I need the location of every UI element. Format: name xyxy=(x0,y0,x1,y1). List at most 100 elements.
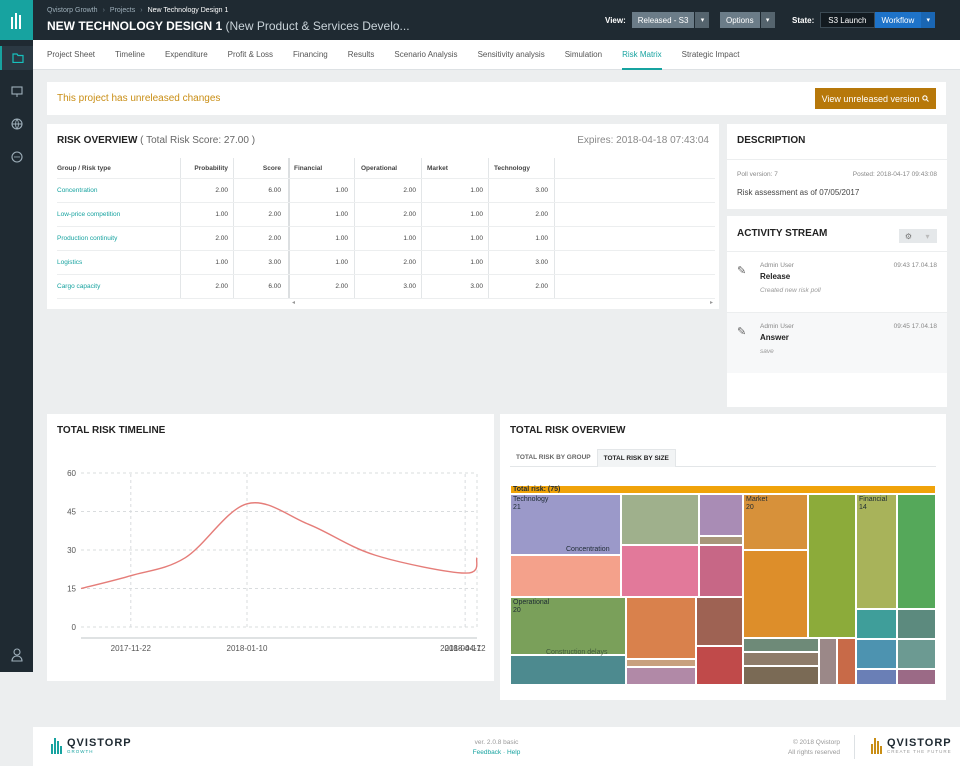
view-unreleased-button[interactable]: View unreleased version xyxy=(814,88,936,109)
tab-simulation[interactable]: Simulation xyxy=(564,50,603,59)
risk-type-link[interactable]: Low-price competition xyxy=(57,211,121,218)
treemap-block[interactable] xyxy=(897,609,936,639)
treemap-block[interactable] xyxy=(621,545,699,597)
tab-timeline[interactable]: Timeline xyxy=(115,50,145,59)
risk-type-link[interactable]: Cargo capacity xyxy=(57,283,101,290)
treemap-tabs: TOTAL RISK BY GROUP TOTAL RISK BY SIZE xyxy=(510,449,936,467)
user-icon[interactable] xyxy=(0,643,33,667)
app-logo-icon[interactable] xyxy=(0,0,33,40)
treemap-block[interactable] xyxy=(510,597,626,655)
tab-results[interactable]: Results xyxy=(347,50,375,59)
column-header: Score xyxy=(262,164,281,172)
treemap-block[interactable] xyxy=(743,550,808,638)
financial-cell: 1.00 xyxy=(335,187,348,194)
footer-logo-right[interactable]: QVISTORP CREATE THE FUTURE xyxy=(871,738,952,754)
probability-cell: 2.00 xyxy=(215,187,228,194)
treemap-block[interactable] xyxy=(856,669,897,685)
technology-cell: 2.00 xyxy=(535,211,548,218)
activity-note: Created new risk poll xyxy=(760,287,821,294)
gear-icon: ⚙ xyxy=(904,231,913,241)
treemap-block[interactable] xyxy=(743,652,819,666)
tab-risk-by-size[interactable]: TOTAL RISK BY SIZE xyxy=(596,449,676,467)
alert-message: This project has unreleased changes xyxy=(57,93,221,104)
breadcrumb-current: New Technology Design 1 xyxy=(147,7,229,14)
financial-cell: 1.00 xyxy=(335,211,348,218)
footer-links[interactable]: Feedback · Help xyxy=(472,749,521,756)
technology-cell: 3.00 xyxy=(535,187,548,194)
activity-note: save xyxy=(760,348,774,355)
activity-stream-panel: ACTIVITY STREAM ⚙ ▾ ✎ Admin User 09:43 17… xyxy=(727,216,947,407)
risk-type-link[interactable]: Production continuity xyxy=(57,235,118,242)
treemap-block[interactable] xyxy=(626,659,696,667)
treemap-block[interactable] xyxy=(696,597,743,646)
table-row: Production continuity 2.00 2.00 1.00 1.0… xyxy=(57,227,715,251)
chevron-left-icon[interactable]: ◂ xyxy=(292,300,296,306)
description-title: DESCRIPTION xyxy=(737,135,806,146)
footer-center: ver. 2.0.8 basic Feedback · Help xyxy=(33,738,960,758)
tab-financing[interactable]: Financing xyxy=(293,50,328,59)
tab-risk-by-group[interactable]: TOTAL RISK BY GROUP xyxy=(516,454,591,461)
unreleased-alert: This project has unreleased changes View… xyxy=(47,82,946,115)
treemap-block[interactable] xyxy=(696,646,743,685)
project-tabs: Project Sheet Timeline Expenditure Profi… xyxy=(33,40,960,70)
treemap-block[interactable] xyxy=(743,666,819,685)
breadcrumb-item[interactable]: Qvistorp Growth xyxy=(47,7,98,14)
treemap-block[interactable] xyxy=(621,494,699,545)
treemap-block[interactable] xyxy=(856,609,897,639)
view-select[interactable]: Released - S3 xyxy=(631,12,695,28)
activity-item[interactable]: ✎ Admin User 09:43 17.04.18 Release Crea… xyxy=(727,251,947,312)
workflow-button[interactable]: Workflow xyxy=(874,12,922,28)
probability-cell: 2.00 xyxy=(215,283,228,290)
probability-cell: 1.00 xyxy=(215,259,228,266)
globe-icon[interactable] xyxy=(0,112,33,136)
treemap-block[interactable] xyxy=(897,669,936,685)
chevron-down-icon[interactable]: ▾ xyxy=(695,12,710,28)
treemap-block[interactable] xyxy=(856,494,897,609)
treemap-block[interactable] xyxy=(837,638,856,685)
chevron-right-icon[interactable]: ▸ xyxy=(709,300,713,306)
treemap-block[interactable] xyxy=(897,639,936,669)
treemap-block[interactable] xyxy=(699,536,743,545)
treemap-total-label: Total risk: (75) xyxy=(513,486,561,493)
folder-icon[interactable] xyxy=(0,46,33,70)
column-header: Market xyxy=(427,164,448,172)
treemap-block[interactable] xyxy=(856,639,897,669)
horizontal-scrollbar[interactable]: ◂ ▸ xyxy=(290,298,715,308)
treemap-block[interactable] xyxy=(819,638,837,685)
activity-item[interactable]: ✎ Admin User 09:45 17.04.18 Answer save xyxy=(727,312,947,373)
footer-logo-left[interactable]: QVISTORP GROWTH xyxy=(51,738,132,754)
options-button[interactable]: Options xyxy=(720,12,760,28)
footer-copyright: © 2018 Qvistorp All rights reserved xyxy=(787,739,840,756)
tab-profit-loss[interactable]: Profit & Loss xyxy=(227,50,274,59)
treemap-block[interactable] xyxy=(510,655,626,685)
chat-icon[interactable] xyxy=(0,145,33,169)
treemap-block[interactable] xyxy=(510,555,621,597)
left-rail xyxy=(0,0,33,672)
tab-project-sheet[interactable]: Project Sheet xyxy=(47,50,96,59)
tab-sensitivity-analysis[interactable]: Sensitivity analysis xyxy=(477,50,545,59)
treemap-block[interactable] xyxy=(897,494,936,609)
chevron-down-icon[interactable]: ▾ xyxy=(921,12,936,28)
tab-risk-matrix[interactable]: Risk Matrix xyxy=(622,40,662,70)
treemap-block[interactable] xyxy=(743,638,819,652)
treemap-block[interactable] xyxy=(510,494,621,555)
treemap-block[interactable] xyxy=(699,545,743,597)
treemap-block[interactable] xyxy=(743,494,808,550)
breadcrumb-item[interactable]: Projects xyxy=(109,7,136,14)
risk-type-link[interactable]: Logistics xyxy=(57,259,83,266)
presentation-icon[interactable] xyxy=(0,79,33,103)
treemap-block[interactable] xyxy=(808,494,856,638)
score-cell: 3.00 xyxy=(268,259,281,266)
tab-scenario-analysis[interactable]: Scenario Analysis xyxy=(394,50,458,59)
treemap-group-label: Market 20 xyxy=(746,496,768,511)
treemap-block[interactable] xyxy=(626,667,696,685)
treemap-block[interactable] xyxy=(626,597,696,659)
tab-expenditure[interactable]: Expenditure xyxy=(164,50,208,59)
risk-type-link[interactable]: Concentration xyxy=(57,187,98,194)
column-header: Technology xyxy=(494,164,530,172)
chevron-down-icon[interactable]: ▾ xyxy=(760,12,775,28)
breadcrumb: Qvistorp Growth › Projects › New Technology … xyxy=(47,7,229,14)
tab-strategic-impact[interactable]: Strategic Impact xyxy=(681,50,740,59)
treemap-block[interactable] xyxy=(699,494,743,536)
activity-settings-button[interactable]: ⚙ ▾ xyxy=(899,229,937,243)
